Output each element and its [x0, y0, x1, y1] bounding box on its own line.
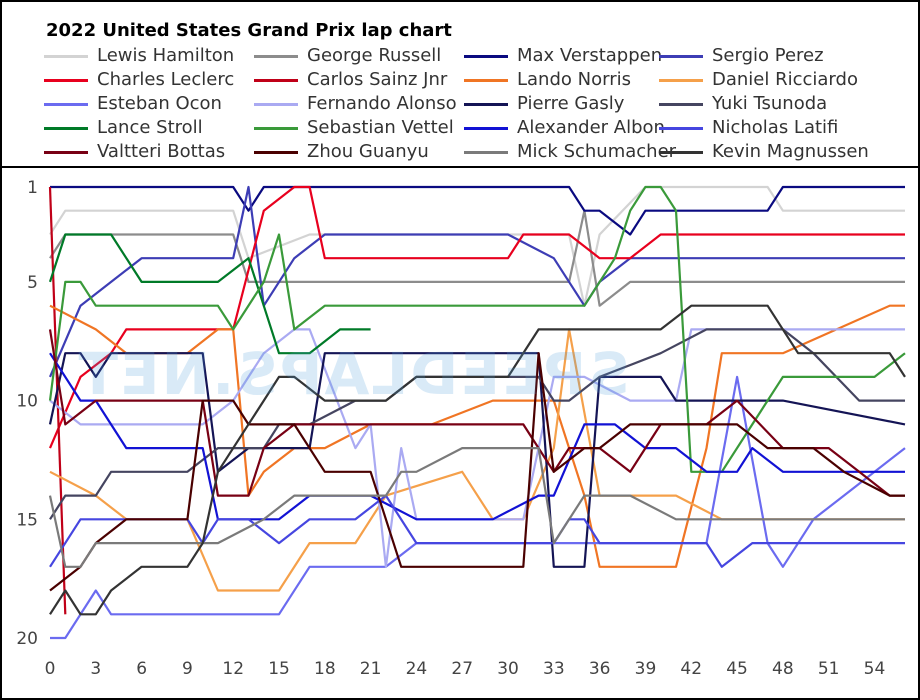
- legend-swatch: [44, 55, 88, 58]
- legend-swatch: [44, 127, 88, 130]
- series-line: [49, 328, 905, 592]
- x-tick-label: 9: [182, 659, 193, 679]
- legend-label: Charles Leclerc: [97, 69, 235, 90]
- x-tick-label: 30: [497, 659, 519, 679]
- x-tick-label: 54: [864, 659, 886, 679]
- y-tick-label: 10: [16, 392, 38, 412]
- series-lines: [48, 185, 906, 640]
- x-tick-label: 18: [314, 659, 336, 679]
- x-tick-label: 15: [268, 659, 290, 679]
- series-line: [50, 185, 905, 236]
- y-tick-label: 5: [27, 273, 38, 293]
- y-tick-label: 20: [16, 629, 38, 649]
- legend-swatch: [659, 103, 703, 106]
- legend-label: Pierre Gasly: [517, 93, 625, 114]
- series-line: [49, 185, 905, 307]
- series-line: [48, 329, 905, 497]
- legend-swatch: [254, 79, 298, 82]
- series-line: [48, 352, 906, 568]
- legend-swatch: [464, 151, 508, 154]
- legend-swatch: [254, 151, 298, 154]
- x-tick-label: 24: [406, 659, 428, 679]
- legend-label: Fernando Alonso: [307, 93, 457, 114]
- x-tick-label: 36: [589, 659, 611, 679]
- legend-swatch: [464, 103, 508, 106]
- legend-label: Lance Stroll: [97, 117, 203, 138]
- series-line: [48, 185, 905, 449]
- x-tick-label: 21: [360, 659, 382, 679]
- y-tick-label: 1: [27, 178, 38, 198]
- series-line: [49, 352, 905, 592]
- legend-swatch: [44, 103, 88, 106]
- x-tick-label: 0: [45, 659, 56, 679]
- x-axis: 0 3 6 9 12 15 18 21 24 27 30 33 36 39 42 45 48 51 54: [45, 659, 886, 679]
- x-tick-label: 3: [90, 659, 101, 679]
- legend-label: Lando Norris: [517, 69, 631, 90]
- x-tick-label: 39: [635, 659, 657, 679]
- series-line: [49, 304, 905, 568]
- legend-swatch: [254, 103, 298, 106]
- y-tick-label: 15: [16, 510, 38, 530]
- chart-legend: Lewis Hamilton George Russell Max Verstapp…: [44, 44, 914, 164]
- legend-label: Zhou Guanyu: [307, 141, 429, 162]
- series-line: [49, 304, 906, 616]
- series-line: [50, 375, 906, 640]
- x-tick-label: 51: [818, 659, 840, 679]
- legend-label: Lewis Hamilton: [97, 45, 235, 66]
- series-line: [48, 233, 371, 355]
- legend-label: George Russell: [307, 45, 442, 66]
- legend-swatch: [44, 151, 88, 154]
- series-line: [49, 352, 905, 521]
- legend-label: Nicholas Latifi: [712, 117, 839, 138]
- x-tick-label: 33: [543, 659, 565, 679]
- legend-label: Kevin Magnussen: [712, 141, 869, 162]
- legend-swatch: [659, 55, 703, 58]
- legend-label: Daniel Ricciardo: [712, 69, 858, 90]
- legend-label: Mick Schumacher: [517, 141, 677, 162]
- series-line: [49, 209, 905, 307]
- legend-swatch: [44, 79, 88, 82]
- x-tick-label: 42: [680, 659, 702, 679]
- legend-swatch: [464, 127, 508, 130]
- chart-title: 2022 United States Grand Prix lap chart: [46, 20, 452, 41]
- x-tick-label: 45: [726, 659, 748, 679]
- legend-swatch: [659, 127, 703, 130]
- legend-label: Yuki Tsunoda: [712, 93, 828, 114]
- x-tick-label: 6: [136, 659, 147, 679]
- legend-swatch: [254, 127, 298, 130]
- x-tick-label: 48: [772, 659, 794, 679]
- series-line: [48, 186, 67, 615]
- x-tick-label: 27: [451, 659, 473, 679]
- legend-divider: [0, 166, 920, 168]
- legend-swatch: [659, 79, 703, 82]
- series-line: [48, 185, 906, 473]
- legend-swatch: [254, 55, 298, 58]
- legend-label: Valtteri Bottas: [97, 141, 226, 162]
- legend-label: Max Verstappen: [517, 45, 663, 66]
- legend-label: Carlos Sainz Jnr: [307, 69, 448, 90]
- legend-label: Alexander Albon: [517, 117, 665, 138]
- x-tick-label: 12: [222, 659, 244, 679]
- legend-label: Esteban Ocon: [97, 93, 222, 114]
- legend-label: Sergio Perez: [712, 45, 824, 66]
- legend-swatch: [464, 55, 508, 58]
- legend-label: Sebastian Vettel: [307, 117, 454, 138]
- legend-swatch: [659, 151, 703, 154]
- legend-swatch: [464, 79, 508, 82]
- series-line: [48, 447, 905, 568]
